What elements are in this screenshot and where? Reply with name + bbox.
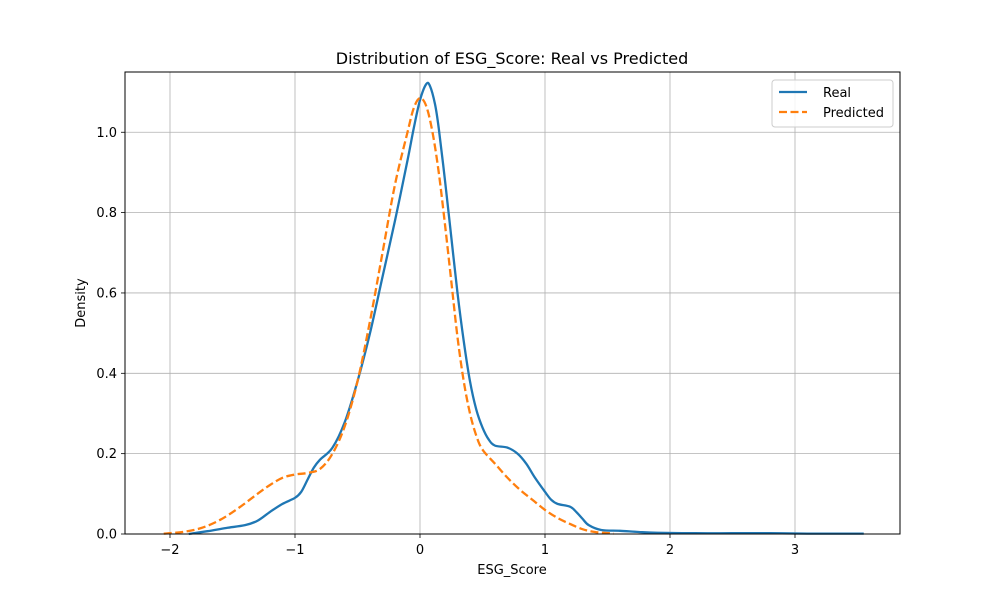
legend-label-real: Real [823,86,851,101]
series-line-predicted [163,96,614,535]
legend-label-predicted: Predicted [823,106,884,121]
plot-frame [124,71,901,535]
y-tick-label: 1.0 [96,126,117,141]
x-tick-label: −1 [285,543,304,558]
x-tick-label: 1 [541,543,549,558]
legend: Real Predicted [771,79,894,128]
axis-ticks: −2 −1 0 1 2 3 0.0 0.2 0.4 0.6 0.8 1.0 [96,126,799,558]
x-tick-label: 3 [791,543,799,558]
y-tick-label: 0.4 [96,367,117,382]
y-tick-label: 0.8 [96,206,117,221]
x-tick-label: 2 [666,543,674,558]
series-line-real [188,81,864,536]
chart-title: Distribution of ESG_Score: Real vs Predi… [336,49,688,69]
y-tick-label: 0.6 [96,286,117,301]
series-layer [163,81,864,536]
x-axis-label: ESG_Score [477,563,546,578]
y-tick-label: 0.0 [96,528,117,543]
x-tick-label: 0 [416,543,424,558]
x-tick-label: −2 [160,543,179,558]
y-axis-label: Density [74,278,89,328]
y-tick-label: 0.2 [96,447,117,462]
